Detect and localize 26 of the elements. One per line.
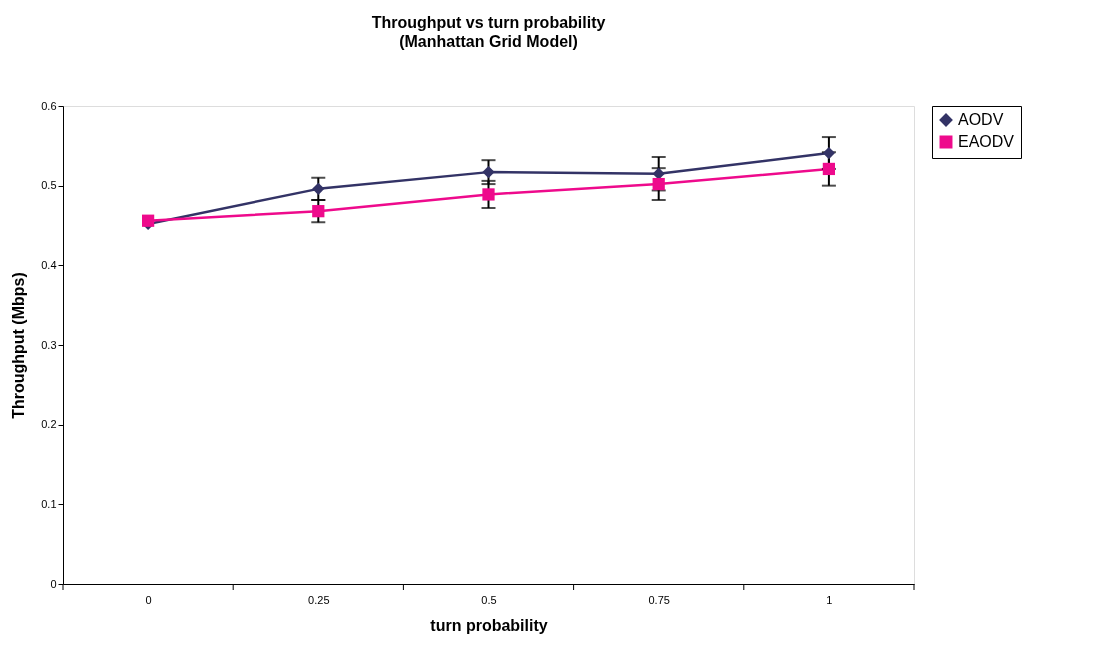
point xyxy=(822,146,836,160)
x-tick-label: 0.25 xyxy=(308,593,330,606)
point xyxy=(482,188,495,201)
legend-label: AODV xyxy=(958,111,1004,128)
y-tick-label: 0.4 xyxy=(41,258,57,271)
y-tick-label: 0 xyxy=(50,577,57,590)
point xyxy=(822,162,836,176)
legend-label: EAODV xyxy=(958,133,1015,150)
point xyxy=(482,166,495,179)
chart-subtitle: (Manhattan Grid Model) xyxy=(399,33,578,50)
x-axis-title: turn probability xyxy=(430,616,548,634)
chart-title: Throughput vs turn probability xyxy=(371,14,606,31)
y-tick-label: 0.2 xyxy=(41,418,57,431)
x-tick-label: 0.5 xyxy=(481,593,497,606)
x-tick-label: 0.75 xyxy=(648,593,670,606)
y-axis-title: Throughput (Mbps) xyxy=(10,272,28,419)
point xyxy=(312,182,325,195)
y-tick-label: 0.1 xyxy=(41,497,57,510)
y-tick-label: 0.6 xyxy=(41,99,57,112)
y-tick-label: 0.3 xyxy=(41,338,57,351)
point xyxy=(312,205,325,218)
point xyxy=(652,177,665,191)
point xyxy=(141,214,155,227)
x-tick-label: 0 xyxy=(145,593,152,606)
y-tick-label: 0.5 xyxy=(41,179,57,192)
x-tick-label: 1 xyxy=(826,593,833,606)
